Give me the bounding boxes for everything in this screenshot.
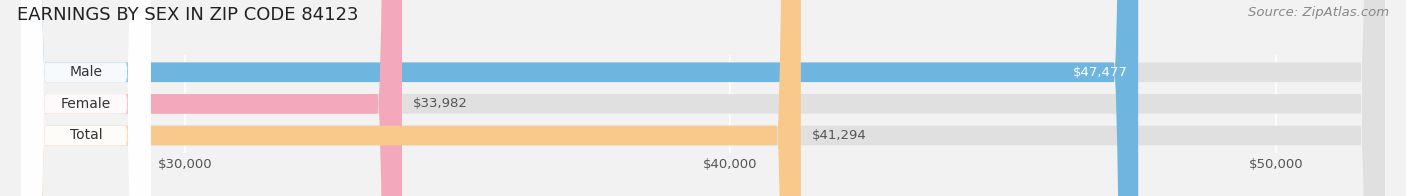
Text: EARNINGS BY SEX IN ZIP CODE 84123: EARNINGS BY SEX IN ZIP CODE 84123: [17, 6, 359, 24]
FancyBboxPatch shape: [21, 0, 402, 196]
Text: $33,982: $33,982: [413, 97, 468, 110]
Text: $47,477: $47,477: [1073, 66, 1128, 79]
Text: Female: Female: [60, 97, 111, 111]
FancyBboxPatch shape: [21, 0, 150, 196]
Text: Male: Male: [69, 65, 103, 79]
Text: Total: Total: [69, 129, 103, 142]
Text: $41,294: $41,294: [811, 129, 866, 142]
FancyBboxPatch shape: [21, 0, 801, 196]
FancyBboxPatch shape: [21, 0, 1385, 196]
FancyBboxPatch shape: [21, 0, 1139, 196]
FancyBboxPatch shape: [21, 0, 1385, 196]
Text: Source: ZipAtlas.com: Source: ZipAtlas.com: [1249, 6, 1389, 19]
FancyBboxPatch shape: [21, 0, 150, 196]
FancyBboxPatch shape: [21, 0, 150, 196]
FancyBboxPatch shape: [21, 0, 1385, 196]
